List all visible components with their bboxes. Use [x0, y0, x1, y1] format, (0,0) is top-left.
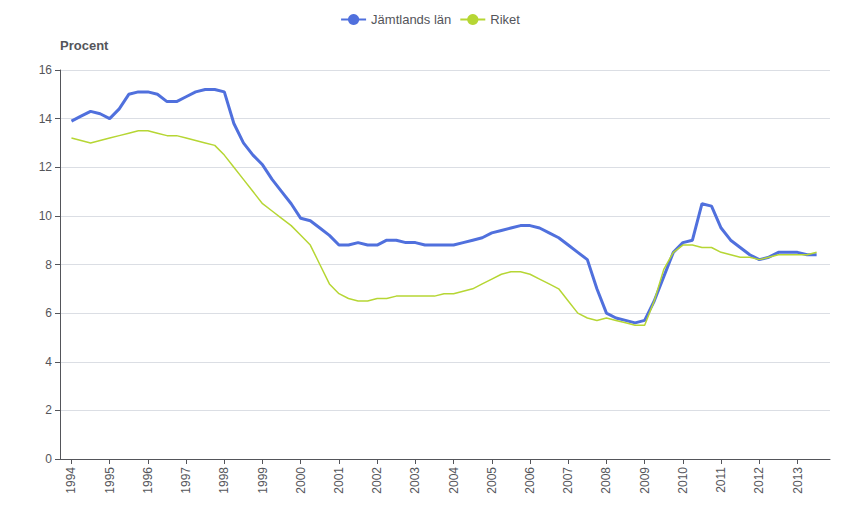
svg-text:1999: 1999: [256, 467, 270, 494]
svg-text:2010: 2010: [676, 467, 690, 494]
svg-text:1998: 1998: [217, 467, 231, 494]
svg-text:14: 14: [39, 112, 53, 126]
svg-text:0: 0: [45, 452, 52, 466]
svg-text:1997: 1997: [179, 467, 193, 494]
svg-text:Jämtlands län: Jämtlands län: [371, 12, 451, 27]
svg-text:10: 10: [39, 209, 53, 223]
svg-text:2012: 2012: [752, 467, 766, 494]
svg-text:12: 12: [39, 160, 53, 174]
svg-text:2008: 2008: [599, 467, 613, 494]
svg-text:2004: 2004: [447, 467, 461, 494]
svg-text:2: 2: [45, 403, 52, 417]
svg-text:1995: 1995: [103, 467, 117, 494]
svg-text:2001: 2001: [332, 467, 346, 494]
svg-text:2011: 2011: [714, 467, 728, 493]
svg-text:2006: 2006: [523, 467, 537, 494]
svg-text:1994: 1994: [64, 467, 78, 494]
svg-text:4: 4: [45, 355, 52, 369]
svg-text:1996: 1996: [141, 467, 155, 494]
svg-text:6: 6: [45, 306, 52, 320]
svg-text:8: 8: [45, 258, 52, 272]
svg-text:2005: 2005: [485, 467, 499, 494]
svg-text:2003: 2003: [408, 467, 422, 494]
svg-text:16: 16: [39, 63, 53, 77]
svg-text:2000: 2000: [294, 467, 308, 494]
svg-text:2009: 2009: [638, 467, 652, 494]
svg-text:2013: 2013: [791, 467, 805, 494]
svg-text:Procent: Procent: [60, 38, 109, 53]
svg-text:Riket: Riket: [490, 12, 520, 27]
svg-text:2007: 2007: [561, 467, 575, 494]
svg-text:2002: 2002: [370, 467, 384, 494]
